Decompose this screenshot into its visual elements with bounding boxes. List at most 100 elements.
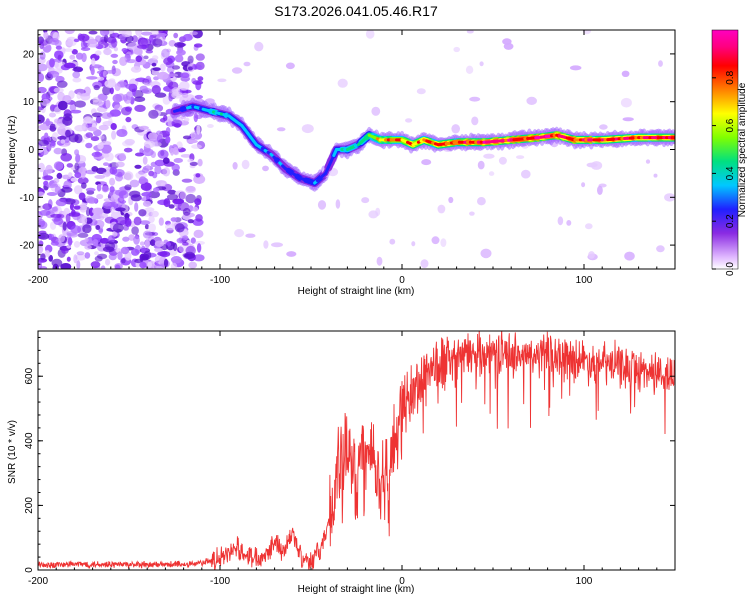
noise-blob (134, 217, 142, 226)
noise-blob (271, 242, 283, 247)
noise-blob (115, 207, 126, 211)
snr-series-line (38, 329, 675, 569)
noise-blob (116, 162, 125, 168)
noise-blob (570, 65, 582, 70)
noise-blob (195, 95, 203, 99)
noise-blob (44, 133, 48, 138)
noise-blob (43, 175, 53, 180)
noise-blob (86, 76, 98, 80)
noise-blob (195, 214, 203, 222)
noise-blob (152, 38, 162, 47)
noise-blob (131, 249, 139, 256)
noise-blob (451, 124, 460, 133)
noise-blob (79, 93, 90, 97)
noise-blob (91, 166, 98, 172)
noise-blob (194, 230, 204, 238)
noise-blob (172, 164, 180, 171)
noise-blob (131, 226, 139, 235)
noise-blob (135, 27, 142, 36)
noise-blob (97, 254, 107, 260)
noise-blob (163, 115, 167, 121)
noise-blob (489, 171, 494, 176)
noise-blob (192, 207, 198, 212)
noise-blob (165, 136, 170, 143)
noise-blob (302, 124, 314, 133)
snr-frame (38, 331, 675, 570)
noise-blob (46, 142, 51, 151)
noise-blob (158, 150, 169, 159)
noise-blob (113, 223, 124, 233)
noise-blob (371, 107, 380, 116)
snr-x-tick-label: 100 (576, 576, 593, 587)
noise-blob (101, 265, 106, 271)
noise-blob (187, 140, 198, 144)
noise-blob (191, 132, 196, 139)
noise-blob (91, 58, 95, 66)
noise-blob (63, 222, 67, 231)
noise-blob (478, 161, 485, 170)
noise-blob (97, 77, 104, 81)
noise-blob (405, 118, 412, 122)
noise-blob (155, 241, 164, 247)
noise-blob (191, 144, 202, 149)
noise-blob (421, 259, 429, 268)
noise-blob (109, 178, 115, 186)
colorbar-tick-label: 0.0 (725, 262, 736, 276)
noise-blob (194, 198, 201, 205)
noise-blob (624, 252, 635, 261)
noise-blob (217, 79, 226, 83)
noise-blob (143, 156, 148, 165)
noise-blob (70, 110, 81, 114)
noise-blob (171, 120, 182, 128)
snr-y-tick-label: 200 (24, 497, 35, 514)
noise-blob (440, 238, 446, 247)
noise-blob (145, 240, 150, 249)
noise-blob (74, 149, 79, 155)
colorbar: 0.00.20.40.60.8 Normalized spectral ampl… (712, 30, 748, 276)
noise-blob (135, 153, 144, 157)
noise-blob (60, 153, 72, 162)
noise-blob (623, 117, 634, 121)
noise-blob (469, 212, 475, 216)
snr-y-tick-label: 0 (24, 567, 35, 573)
noise-blob (141, 192, 152, 197)
spectrogram-x-tick-label: 0 (399, 275, 405, 286)
noise-blob (144, 140, 155, 148)
noise-blob (88, 127, 98, 131)
noise-blob (122, 48, 128, 52)
noise-blob (78, 34, 90, 42)
noise-blob (148, 110, 158, 119)
noise-blob (587, 163, 598, 168)
noise-blob (197, 243, 201, 253)
noise-blob (113, 169, 124, 177)
noise-blob (188, 56, 194, 64)
noise-blob (58, 101, 68, 110)
noise-blob (95, 50, 101, 55)
noise-blob (84, 245, 92, 250)
noise-blob (159, 217, 164, 225)
noise-blob (153, 67, 161, 71)
noise-blob (96, 194, 103, 199)
noise-blob (57, 81, 68, 88)
noise-blob (104, 198, 115, 202)
noise-blob (588, 251, 595, 259)
noise-blob (51, 241, 59, 246)
noise-blob (92, 113, 103, 118)
noise-blob (134, 202, 138, 211)
noise-blob (136, 56, 143, 63)
noise-blob (101, 141, 112, 145)
noise-blob (74, 101, 86, 108)
noise-blob (471, 117, 478, 126)
noise-blob (49, 113, 56, 118)
noise-blob (161, 49, 170, 58)
noise-blob (188, 262, 197, 269)
noise-blob (46, 183, 58, 188)
noise-blob (131, 66, 142, 73)
noise-blob (47, 71, 59, 78)
noise-blob (78, 233, 89, 238)
noise-blob (43, 32, 48, 39)
noise-blob (516, 155, 524, 159)
noise-blob (182, 179, 193, 183)
noise-blob (245, 234, 255, 238)
noise-blob (646, 159, 650, 163)
